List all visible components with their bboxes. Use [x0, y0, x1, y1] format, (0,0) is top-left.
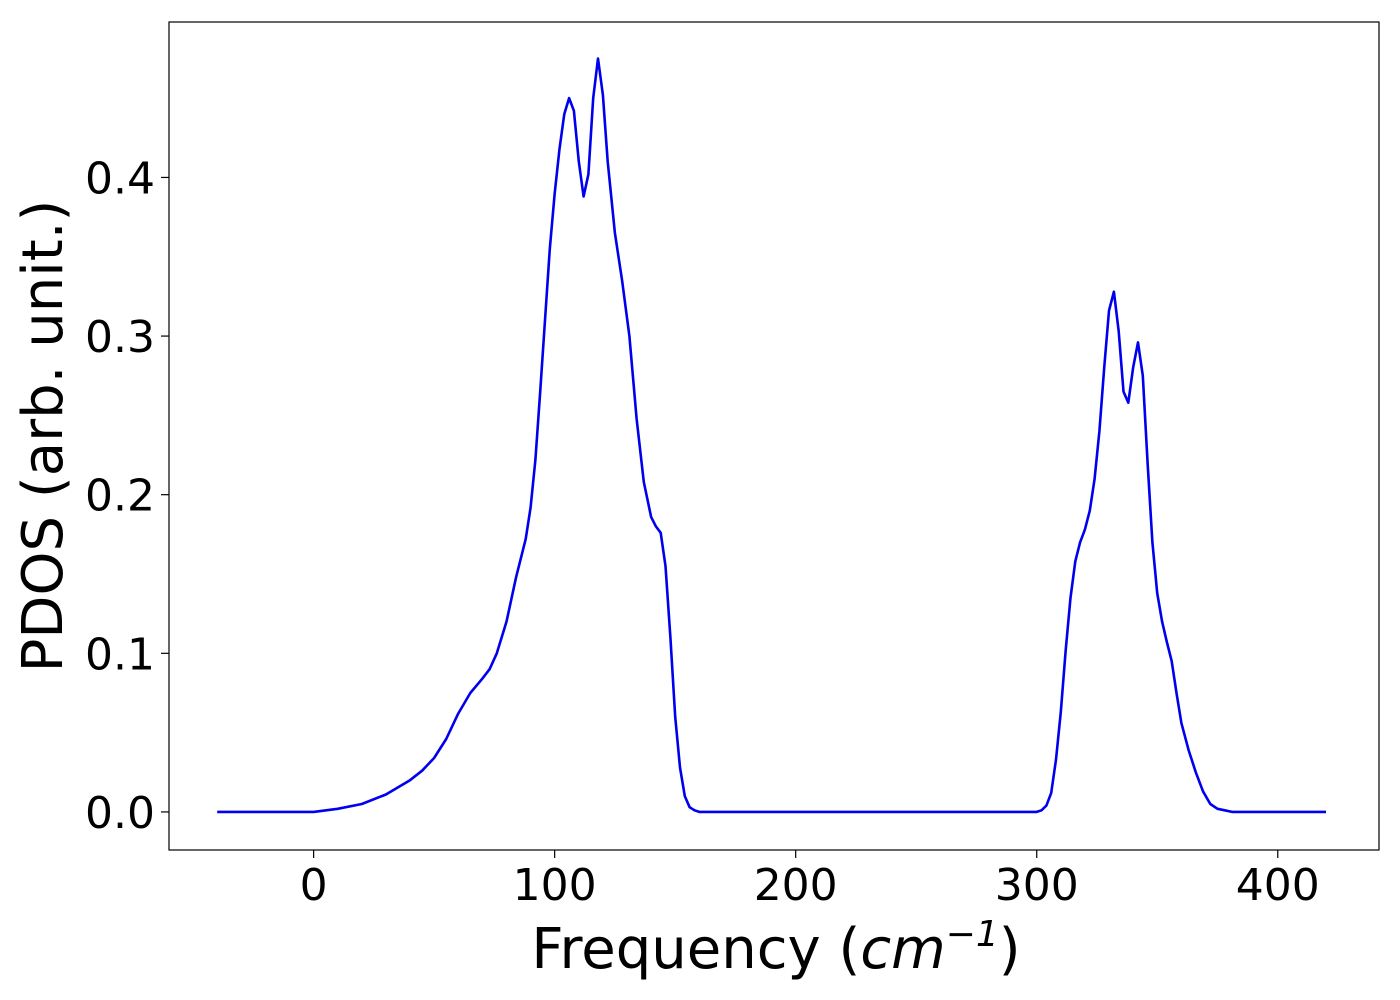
x-tick-label: 200 — [754, 860, 838, 911]
y-axis-title: PDOS (arb. unit.) — [11, 200, 76, 673]
plot-frame — [168, 21, 1380, 851]
pdos-line — [217, 57, 1326, 814]
y-tick-label: 0.3 — [85, 312, 155, 363]
x-tick-label: 400 — [1236, 860, 1320, 911]
y-axis: 0.0 0.1 0.2 0.3 0.4 — [85, 153, 169, 839]
y-tick-label: 0.2 — [85, 471, 155, 522]
y-tick-label: 0.0 — [85, 788, 155, 839]
x-tick-label: 300 — [995, 860, 1079, 911]
x-axis-title: Frequency (cm−1) — [531, 914, 1020, 982]
x-tick-label: 100 — [513, 860, 597, 911]
y-tick-label: 0.1 — [85, 629, 155, 680]
x-tick-label: 0 — [300, 860, 328, 911]
x-axis: 0 100 200 300 400 — [300, 850, 1320, 911]
y-tick-label: 0.4 — [85, 153, 155, 204]
series-layer — [217, 57, 1326, 814]
